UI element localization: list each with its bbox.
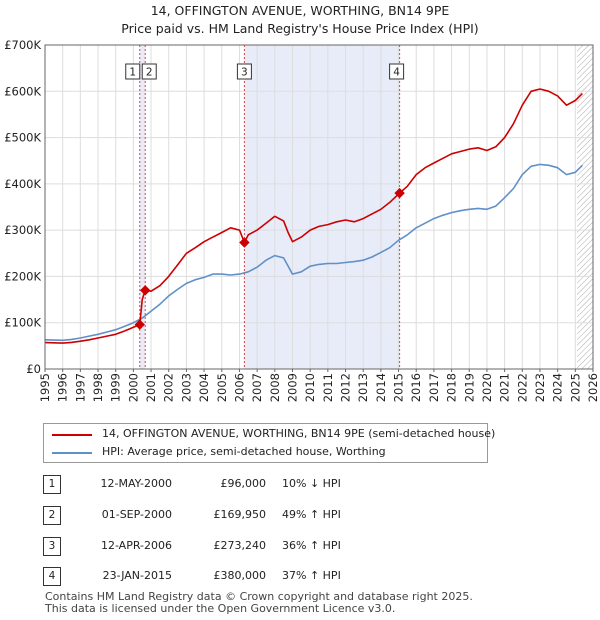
x-tick-label: 2004 <box>197 373 211 402</box>
table-row: 3 12-APR-2006 £273,240 36% ↑ HPI <box>0 537 600 557</box>
transaction-number: 1 <box>43 475 61 494</box>
transaction-point <box>394 187 405 199</box>
y-tick-label: £200K <box>4 269 41 283</box>
y-tick-label: £700K <box>4 38 41 52</box>
transaction-label-box <box>236 63 252 80</box>
x-tick-label: 2001 <box>144 373 158 402</box>
transaction-number: 2 <box>43 506 61 525</box>
transaction-date: 12-MAY-2000 <box>100 477 172 490</box>
x-tick-label: 2022 <box>515 373 529 402</box>
transaction-number: 3 <box>43 537 61 556</box>
shaded-period <box>139 45 146 369</box>
legend: 14, OFFINGTON AVENUE, WORTHING, BN14 9PE… <box>43 423 495 463</box>
x-tick-label: 2013 <box>356 373 370 402</box>
y-tick-label: £400K <box>4 177 41 191</box>
x-tick-label: 2008 <box>268 373 282 402</box>
table-row: 2 01-SEP-2000 £169,950 49% ↑ HPI <box>0 506 600 526</box>
table-row: 4 23-JAN-2015 £380,000 37% ↑ HPI <box>0 567 600 587</box>
transaction-price: £273,240 <box>213 539 267 552</box>
x-tick-label: 2010 <box>303 373 317 402</box>
transaction-number: 4 <box>43 567 61 586</box>
x-tick-label: 2019 <box>462 373 476 402</box>
transaction-point <box>134 319 145 330</box>
transaction-date: 12-APR-2006 <box>100 539 172 552</box>
x-tick-label: 2005 <box>215 373 229 402</box>
transaction-date: 23-JAN-2015 <box>102 569 172 582</box>
x-tick-label: 2012 <box>339 373 353 402</box>
transaction-date: 01-SEP-2000 <box>101 508 172 521</box>
transaction-hpi: 49% ↑ HPI <box>282 508 341 521</box>
x-tick-label: 2009 <box>285 373 299 402</box>
y-tick-label: £0 <box>26 362 41 376</box>
x-tick-label: 2016 <box>409 373 423 402</box>
legend-label-hpi: HPI: Average price, semi-detached house,… <box>102 445 386 458</box>
transaction-hpi: 10% ↓ HPI <box>282 477 341 490</box>
x-tick-label: 2011 <box>321 373 335 402</box>
x-tick-label: 1998 <box>91 373 105 402</box>
y-tick-label: £600K <box>4 84 41 98</box>
plot-frame <box>44 44 594 370</box>
x-tick-label: 2014 <box>374 373 388 402</box>
x-tick-label: 2006 <box>232 373 246 402</box>
x-tick-label: 2002 <box>162 373 176 402</box>
transaction-label: 3 <box>241 67 248 79</box>
legend-swatch-property <box>52 434 92 436</box>
x-tick-label: 2018 <box>445 373 459 402</box>
x-tick-label: 2026 <box>586 373 600 402</box>
transaction-price: £380,000 <box>213 569 267 582</box>
x-tick-label: 2020 <box>480 373 494 402</box>
chart-subtitle: Price paid vs. HM Land Registry's House … <box>121 21 479 36</box>
x-tick-label: 2007 <box>250 373 264 402</box>
legend-swatch-hpi <box>52 452 92 454</box>
transaction-label-box <box>125 63 141 80</box>
x-tick-label: 2021 <box>498 373 512 402</box>
x-tick-label: 2017 <box>427 373 441 402</box>
y-tick-label: £300K <box>4 223 41 237</box>
transaction-label-box <box>389 63 405 80</box>
x-tick-label: 1996 <box>56 373 70 402</box>
transaction-price: £96,000 <box>220 477 267 490</box>
legend-item-property: 14, OFFINGTON AVENUE, WORTHING, BN14 9PE… <box>44 426 495 444</box>
x-tick-label: 2000 <box>126 373 140 402</box>
footer-licence: This data is licensed under the Open Gov… <box>45 602 396 615</box>
legend-item-hpi: HPI: Average price, semi-detached house,… <box>44 444 487 462</box>
y-tick-label: £500K <box>4 131 41 145</box>
x-tick-label: 2003 <box>179 373 193 402</box>
legend-label-property: 14, OFFINGTON AVENUE, WORTHING, BN14 9PE… <box>102 427 496 440</box>
transaction-point <box>239 237 250 248</box>
transaction-hpi: 37% ↑ HPI <box>282 569 341 582</box>
shaded-period <box>244 45 400 369</box>
transaction-point <box>140 285 151 296</box>
forecast-region <box>577 45 593 369</box>
price-chart: 1 2 3 4 £0 £100K £200K £300K £400K £500K £600K £700… <box>4 38 600 402</box>
chart-title: 14, OFFINGTON AVENUE, WORTHING, BN14 9PE <box>150 3 450 18</box>
x-tick-label: 2025 <box>568 373 582 402</box>
x-tick-label: 2015 <box>392 373 406 402</box>
footer-copyright: Contains HM Land Registry data © Crown c… <box>45 590 473 603</box>
transaction-label-box <box>141 63 157 80</box>
x-tick-label: 1995 <box>38 373 52 402</box>
transaction-label: 1 <box>129 67 136 79</box>
series-line-hpi <box>44 163 583 342</box>
transaction-hpi: 36% ↑ HPI <box>282 539 341 552</box>
transaction-label: 2 <box>146 67 153 79</box>
y-tick-label: £100K <box>4 316 41 330</box>
transaction-label: 4 <box>393 67 400 79</box>
x-tick-label: 2024 <box>551 373 565 402</box>
table-row: 1 12-MAY-2000 £96,000 10% ↓ HPI <box>0 475 600 495</box>
transaction-price: £169,950 <box>213 508 267 521</box>
x-tick-label: 1999 <box>109 373 123 402</box>
x-tick-label: 2023 <box>533 373 547 402</box>
x-tick-label: 1997 <box>73 373 87 402</box>
